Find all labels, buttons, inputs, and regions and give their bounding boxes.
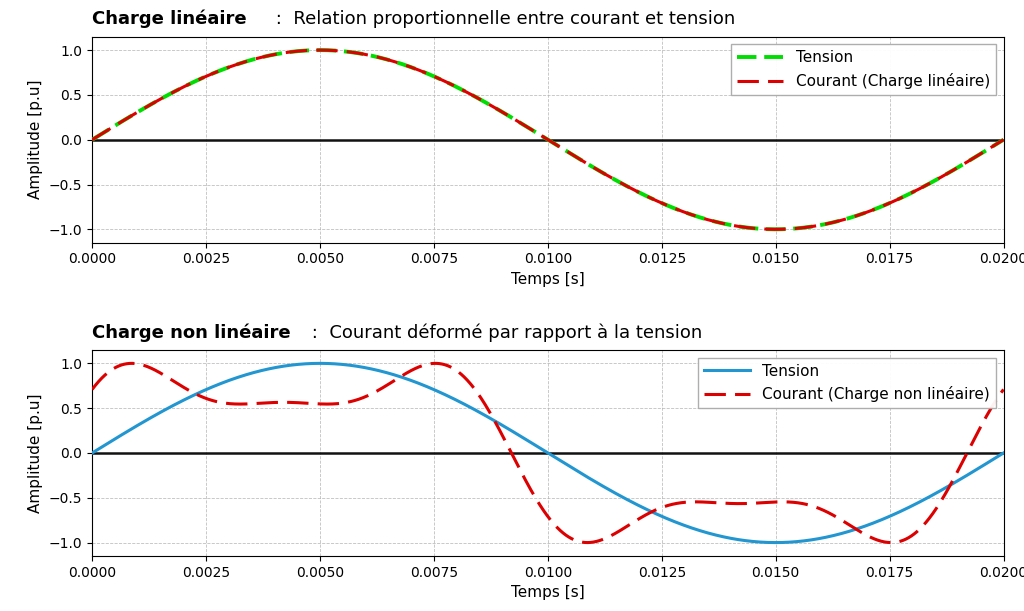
Courant (Charge non linéaire) — [132, 360, 144, 368]
Y-axis label: Amplitude [p.u]: Amplitude [p.u] — [29, 393, 43, 513]
Line: Tension: Tension — [92, 364, 1004, 543]
Courant (Charge linéaire) — [506, 114, 518, 121]
Courant (Charge non linéaire) — [86, 386, 98, 393]
Tension — [972, 465, 984, 472]
Courant (Charge linéaire) — [805, 223, 817, 230]
Courant (Charge non linéaire) — [582, 539, 594, 546]
Tension — [506, 114, 518, 121]
Courant (Charge linéaire) — [769, 225, 781, 233]
Tension — [805, 223, 817, 230]
Legend: Tension, Courant (Charge linéaire): Tension, Courant (Charge linéaire) — [731, 45, 996, 95]
Tension — [972, 152, 984, 159]
Y-axis label: Amplitude [p.u]: Amplitude [p.u] — [29, 80, 43, 199]
Courant (Charge non linéaire) — [506, 450, 518, 457]
Tension — [529, 128, 542, 136]
Tension — [997, 449, 1010, 456]
Courant (Charge linéaire) — [132, 108, 144, 115]
Courant (Charge linéaire) — [529, 128, 542, 136]
Tension — [529, 442, 542, 449]
Text: Charge linéaire: Charge linéaire — [92, 10, 247, 29]
Tension — [972, 465, 984, 472]
Tension — [314, 360, 327, 367]
Line: Courant (Charge linéaire): Courant (Charge linéaire) — [92, 50, 1004, 229]
Legend: Tension, Courant (Charge non linéaire): Tension, Courant (Charge non linéaire) — [697, 357, 996, 408]
Courant (Charge linéaire) — [86, 136, 98, 144]
Tension — [972, 152, 984, 159]
Text: Charge non linéaire: Charge non linéaire — [92, 323, 291, 342]
Text: :  Relation proportionnelle entre courant et tension: : Relation proportionnelle entre courant… — [270, 10, 735, 29]
Tension — [805, 536, 817, 544]
Courant (Charge non linéaire) — [429, 360, 441, 367]
Tension — [769, 539, 781, 546]
Courant (Charge linéaire) — [972, 152, 984, 159]
Tension — [132, 421, 144, 428]
Tension — [86, 449, 98, 456]
Courant (Charge non linéaire) — [529, 495, 542, 502]
X-axis label: Temps [s]: Temps [s] — [511, 585, 585, 600]
Courant (Charge non linéaire) — [972, 429, 984, 436]
Line: Tension: Tension — [92, 50, 1004, 229]
Tension — [997, 136, 1010, 144]
X-axis label: Temps [s]: Temps [s] — [511, 272, 585, 287]
Tension — [86, 136, 98, 144]
Tension — [506, 427, 518, 434]
Courant (Charge non linéaire) — [972, 428, 984, 436]
Line: Courant (Charge non linéaire): Courant (Charge non linéaire) — [92, 364, 1004, 543]
Text: :  Courant déformé par rapport à la tension: : Courant déformé par rapport à la tensi… — [306, 323, 702, 342]
Tension — [314, 46, 327, 54]
Courant (Charge linéaire) — [314, 46, 327, 54]
Courant (Charge non linéaire) — [805, 502, 817, 509]
Courant (Charge non linéaire) — [997, 386, 1010, 393]
Tension — [769, 225, 781, 233]
Courant (Charge linéaire) — [972, 152, 984, 159]
Courant (Charge linéaire) — [997, 136, 1010, 144]
Tension — [132, 108, 144, 115]
